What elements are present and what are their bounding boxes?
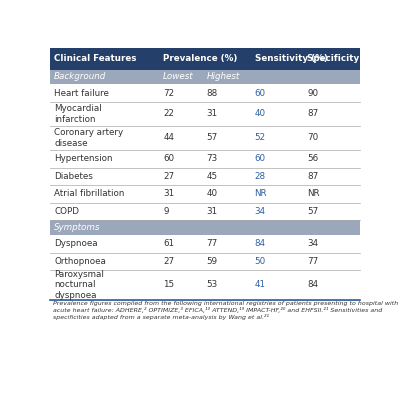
Bar bbox=[50, 235, 360, 252]
Bar bbox=[50, 203, 360, 220]
Text: 84: 84 bbox=[307, 280, 318, 289]
Text: 53: 53 bbox=[206, 280, 218, 289]
Text: 90: 90 bbox=[307, 89, 318, 98]
Text: Orthopnoea: Orthopnoea bbox=[54, 257, 106, 266]
Text: 73: 73 bbox=[206, 154, 218, 163]
Text: 60: 60 bbox=[255, 154, 266, 163]
Text: 31: 31 bbox=[206, 110, 218, 118]
Text: Diabetes: Diabetes bbox=[54, 172, 93, 181]
Bar bbox=[50, 150, 360, 168]
Text: 22: 22 bbox=[163, 110, 174, 118]
Text: 31: 31 bbox=[163, 189, 174, 198]
Text: 84: 84 bbox=[255, 239, 266, 248]
Bar bbox=[50, 168, 360, 185]
Text: Lowest: Lowest bbox=[163, 72, 194, 82]
Text: 34: 34 bbox=[255, 207, 266, 216]
Bar bbox=[50, 48, 360, 70]
Text: Highest: Highest bbox=[206, 72, 240, 82]
Text: 57: 57 bbox=[206, 134, 218, 142]
Text: Clinical Features: Clinical Features bbox=[54, 54, 136, 63]
Bar bbox=[50, 102, 360, 126]
Text: 87: 87 bbox=[307, 110, 318, 118]
Text: 31: 31 bbox=[206, 207, 218, 216]
Text: 34: 34 bbox=[307, 239, 318, 248]
Bar bbox=[50, 252, 360, 270]
Text: 41: 41 bbox=[255, 280, 266, 289]
Text: 15: 15 bbox=[163, 280, 174, 289]
Text: 88: 88 bbox=[206, 89, 218, 98]
Text: 40: 40 bbox=[255, 110, 266, 118]
Text: 70: 70 bbox=[307, 134, 318, 142]
Bar bbox=[50, 270, 360, 300]
Text: 9: 9 bbox=[163, 207, 169, 216]
Text: Paroxysmal
nocturnal
dyspnoea: Paroxysmal nocturnal dyspnoea bbox=[54, 270, 104, 300]
Text: 27: 27 bbox=[163, 257, 174, 266]
Text: 45: 45 bbox=[206, 172, 218, 181]
Text: Hypertension: Hypertension bbox=[54, 154, 112, 163]
Text: 72: 72 bbox=[163, 89, 174, 98]
Bar bbox=[50, 70, 360, 84]
Text: Symptoms: Symptoms bbox=[54, 223, 100, 232]
Text: Sensitivity (%): Sensitivity (%) bbox=[255, 54, 328, 63]
Text: 52: 52 bbox=[255, 134, 266, 142]
Text: 77: 77 bbox=[307, 257, 318, 266]
Text: Background: Background bbox=[54, 72, 106, 82]
Text: 44: 44 bbox=[163, 134, 174, 142]
Bar bbox=[50, 220, 360, 235]
Bar bbox=[50, 84, 360, 102]
Text: Coronary artery
disease: Coronary artery disease bbox=[54, 128, 123, 148]
Text: Dyspnoea: Dyspnoea bbox=[54, 239, 98, 248]
Text: 60: 60 bbox=[163, 154, 174, 163]
Text: Atrial fibrillation: Atrial fibrillation bbox=[54, 189, 124, 198]
Text: NR: NR bbox=[307, 189, 320, 198]
Text: NR: NR bbox=[255, 189, 267, 198]
Text: 40: 40 bbox=[206, 189, 218, 198]
Bar bbox=[50, 126, 360, 150]
Text: Myocardial
infarction: Myocardial infarction bbox=[54, 104, 102, 124]
Text: COPD: COPD bbox=[54, 207, 79, 216]
Text: Heart failure: Heart failure bbox=[54, 89, 109, 98]
Text: 57: 57 bbox=[307, 207, 318, 216]
Text: 61: 61 bbox=[163, 239, 174, 248]
Bar bbox=[50, 185, 360, 203]
Text: 50: 50 bbox=[255, 257, 266, 266]
Text: Prevalence (%): Prevalence (%) bbox=[163, 54, 238, 63]
Text: Specificity (%): Specificity (%) bbox=[307, 54, 379, 63]
Text: 77: 77 bbox=[206, 239, 218, 248]
Text: 28: 28 bbox=[255, 172, 266, 181]
Text: Prevalence figures compiled from the following international registries of patie: Prevalence figures compiled from the fol… bbox=[53, 302, 398, 320]
Text: 59: 59 bbox=[206, 257, 218, 266]
Text: 87: 87 bbox=[307, 172, 318, 181]
Text: 27: 27 bbox=[163, 172, 174, 181]
Text: 60: 60 bbox=[255, 89, 266, 98]
Text: 56: 56 bbox=[307, 154, 318, 163]
